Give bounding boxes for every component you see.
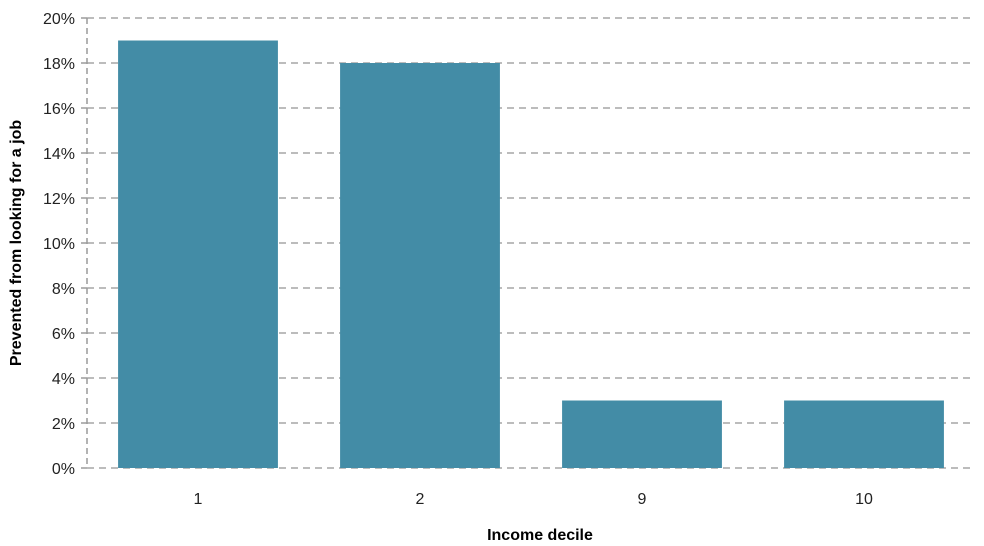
y-tick-label: 20%: [43, 11, 75, 28]
y-tick-label: 14%: [43, 146, 75, 163]
y-tick-label: 6%: [52, 326, 75, 343]
bar-decile-1: [118, 40, 278, 468]
bar-decile-9: [562, 400, 722, 468]
y-tick-label: 4%: [52, 371, 75, 388]
x-axis-ticks: 1 2 9 10: [194, 491, 873, 508]
y-tick-label: 8%: [52, 281, 75, 298]
bar-decile-10: [784, 400, 944, 468]
bars: [118, 40, 944, 468]
y-tick-label: 12%: [43, 191, 75, 208]
y-tick-label: 16%: [43, 101, 75, 118]
y-tick-label: 10%: [43, 236, 75, 253]
x-tick-label: 1: [194, 491, 203, 508]
y-axis-ticks: 0% 2% 4% 6% 8% 10% 12% 14% 16% 18% 20%: [43, 11, 87, 478]
y-tick-label: 0%: [52, 461, 75, 478]
y-tick-label: 18%: [43, 56, 75, 73]
x-tick-label: 9: [638, 491, 647, 508]
bar-decile-2: [340, 63, 500, 468]
y-axis-title: Prevented from looking for a job: [8, 120, 25, 366]
x-tick-label: 10: [855, 491, 873, 508]
x-tick-label: 2: [416, 491, 425, 508]
y-tick-label: 2%: [52, 416, 75, 433]
x-axis-title: Income decile: [487, 527, 593, 544]
